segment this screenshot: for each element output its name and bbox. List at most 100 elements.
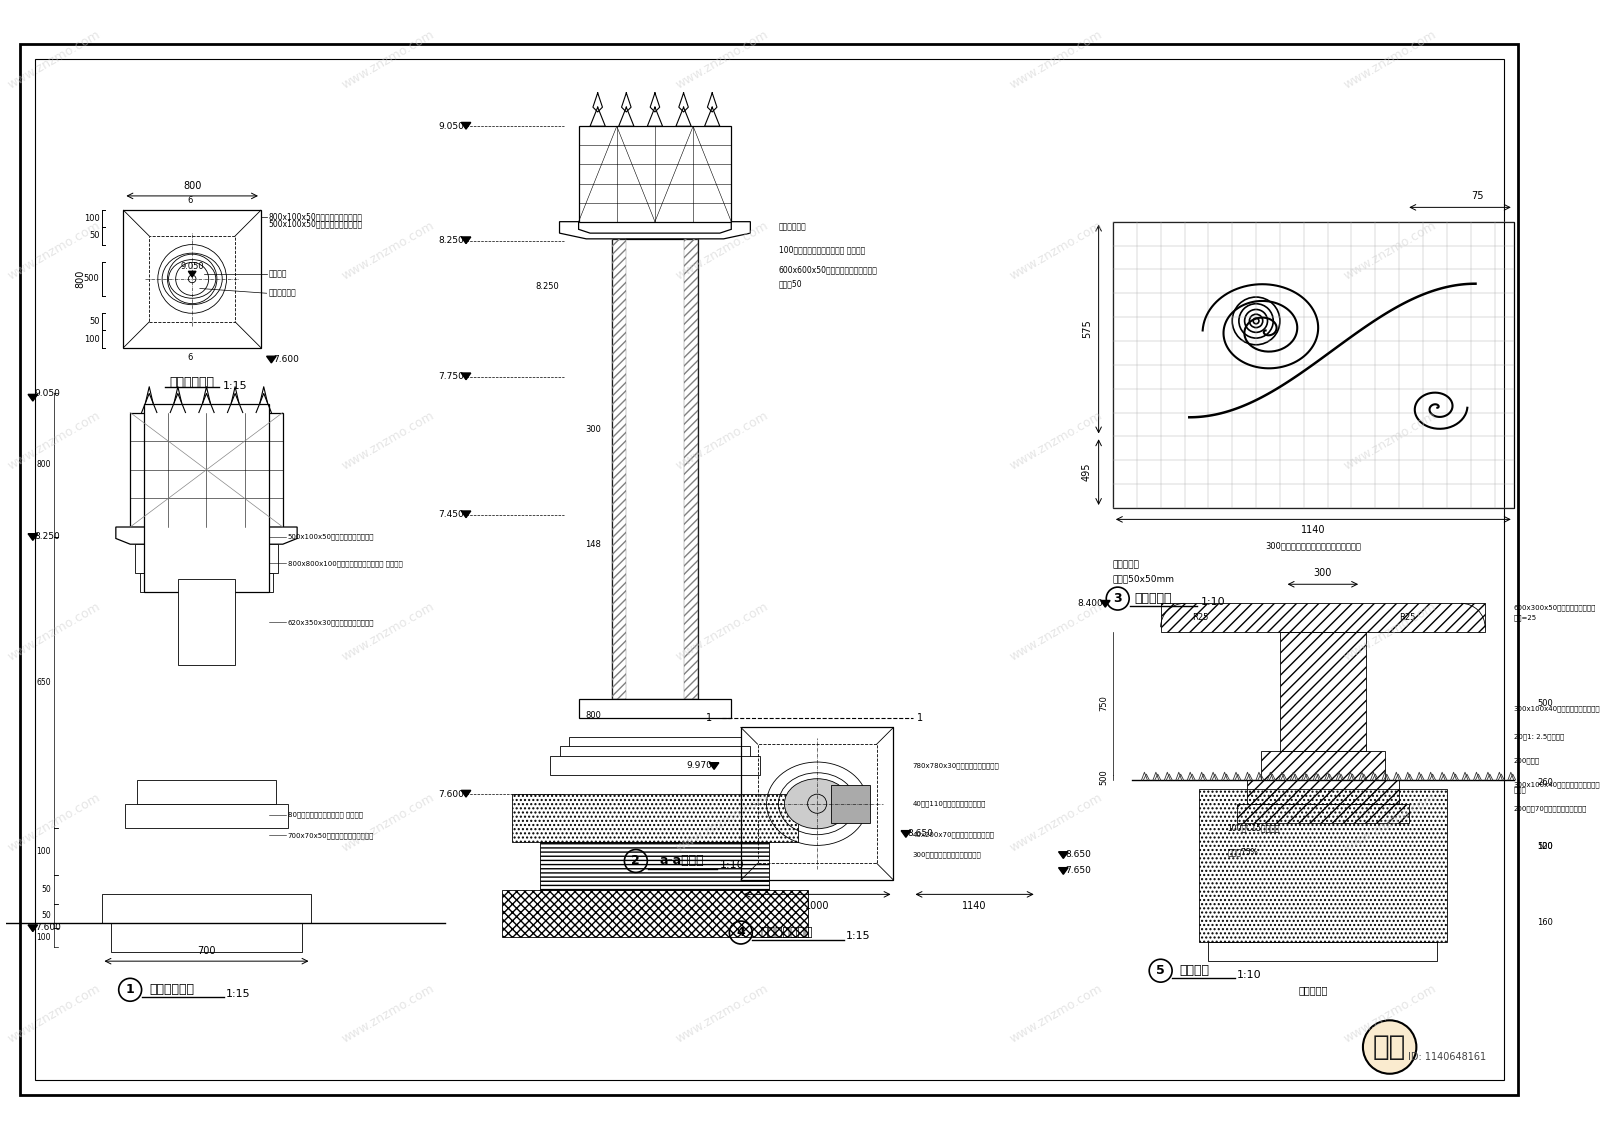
Text: www.znzmo.com: www.znzmo.com (339, 409, 437, 473)
Text: www.znzmo.com: www.znzmo.com (674, 218, 770, 282)
Bar (1237, 804, 1408, 823)
Text: 50: 50 (90, 232, 99, 241)
Text: 8.650: 8.650 (1066, 851, 1091, 860)
Text: R25: R25 (1192, 613, 1208, 622)
Polygon shape (29, 395, 37, 402)
Text: 1:10: 1:10 (1237, 969, 1262, 979)
Text: 300: 300 (586, 425, 602, 434)
Text: 灯具，购成品: 灯具，购成品 (779, 222, 806, 231)
Bar (579, 127, 731, 222)
Text: 50: 50 (90, 318, 99, 327)
Text: 260: 260 (1538, 778, 1554, 787)
Text: 8.250: 8.250 (536, 282, 560, 291)
Text: 2: 2 (632, 855, 640, 867)
Text: www.znzmo.com: www.znzmo.com (1006, 982, 1104, 1045)
Text: www.znzmo.com: www.znzmo.com (1341, 982, 1438, 1045)
Text: 300克，青锈石花岗岩石，基枝面: 300克，青锈石花岗岩石，基枝面 (912, 852, 981, 858)
Bar (134, 544, 278, 572)
Text: 800: 800 (37, 460, 51, 469)
Text: ID: 1140648161: ID: 1140648161 (1408, 1052, 1486, 1062)
Polygon shape (901, 830, 910, 837)
Bar (579, 699, 731, 718)
Text: www.znzmo.com: www.znzmo.com (674, 791, 770, 855)
Text: 100: 100 (83, 335, 99, 344)
Text: 500x100x50青锈石花岗岩，基枝面: 500x100x50青锈石花岗岩，基枝面 (288, 533, 374, 539)
Text: www.znzmo.com: www.znzmo.com (5, 27, 102, 92)
Text: 7.450: 7.450 (438, 510, 464, 519)
Polygon shape (461, 511, 470, 518)
Text: 8.400: 8.400 (1078, 598, 1104, 607)
Bar (1261, 751, 1386, 780)
Bar (139, 572, 274, 592)
Text: 650: 650 (37, 677, 51, 687)
Bar (683, 239, 698, 699)
Bar (178, 579, 235, 665)
Bar (138, 780, 277, 804)
Polygon shape (29, 925, 37, 932)
Text: 500: 500 (83, 275, 99, 284)
Text: 3: 3 (1114, 592, 1122, 605)
Text: www.znzmo.com: www.znzmo.com (339, 218, 437, 282)
Text: 620x350x30青锈石花岗岩，基枝面: 620x350x30青锈石花岗岩，基枝面 (288, 619, 374, 625)
Text: 网格：50x50mm: 网格：50x50mm (1114, 575, 1174, 584)
Polygon shape (29, 534, 37, 541)
Text: 300x100x40青锈石花岗岩，自然面: 300x100x40青锈石花岗岩，自然面 (1514, 705, 1600, 711)
Text: 500: 500 (1538, 843, 1554, 852)
Text: 1:15: 1:15 (222, 381, 248, 391)
Text: 9.970: 9.970 (686, 761, 712, 770)
Text: 100厚青锈石花岗岩，基枝面 按形定制: 100厚青锈石花岗岩，基枝面 按形定制 (779, 245, 866, 254)
Text: 景草花: 景草花 (1514, 786, 1526, 793)
Text: 200厚砖砌: 200厚砖砌 (1514, 758, 1539, 765)
Bar (613, 239, 698, 699)
Text: 148: 148 (586, 539, 602, 549)
Text: 灯具，购成品: 灯具，购成品 (269, 288, 296, 297)
Text: 800x100x50青锈石花岗岩，基枝面: 800x100x50青锈石花岗岩，基枝面 (269, 213, 363, 222)
Text: 20厚1: 2.5水泥砂浆: 20厚1: 2.5水泥砂浆 (1514, 734, 1563, 740)
Bar (101, 895, 312, 923)
Bar (149, 236, 235, 322)
Text: 1:10: 1:10 (720, 860, 744, 870)
Text: 土夯实75%: 土夯实75% (1227, 847, 1258, 856)
Text: 6: 6 (187, 196, 194, 205)
Polygon shape (1059, 867, 1069, 874)
Text: 300克，青锈石花岗岩浮雕板石，基枝面: 300克，青锈石花岗岩浮雕板石，基枝面 (1266, 542, 1362, 551)
Bar (613, 239, 626, 699)
Text: www.znzmo.com: www.znzmo.com (1006, 601, 1104, 664)
Bar (502, 890, 808, 938)
Text: www.znzmo.com: www.znzmo.com (1006, 791, 1104, 855)
Text: 1: 1 (706, 713, 712, 723)
Text: 700x70x50厚青锈石花岗岩，基枝面: 700x70x50厚青锈石花岗岩，基枝面 (288, 832, 374, 838)
Text: 1:15: 1:15 (226, 988, 250, 999)
Bar (550, 756, 760, 775)
Text: 500x100x50青锈石花岗岩，基枝面: 500x100x50青锈石花岗岩，基枝面 (269, 219, 363, 228)
Text: 石材放线图: 石材放线图 (1134, 592, 1171, 605)
Polygon shape (461, 238, 470, 243)
Text: www.znzmo.com: www.znzmo.com (674, 409, 770, 473)
Text: R25: R25 (1398, 613, 1416, 622)
Polygon shape (709, 762, 718, 769)
Text: 9.050: 9.050 (438, 122, 464, 131)
Bar (570, 737, 741, 766)
Text: 50: 50 (42, 886, 51, 895)
Text: 5: 5 (1157, 965, 1165, 977)
Bar (130, 413, 283, 527)
Bar (110, 923, 302, 951)
Text: www.znzmo.com: www.znzmo.com (1006, 27, 1104, 92)
Text: 40x200x70青锈石花岗岩，基枝面: 40x200x70青锈石花岗岩，基枝面 (912, 831, 995, 838)
Text: www.znzmo.com: www.znzmo.com (5, 982, 102, 1045)
Bar (144, 404, 269, 592)
Text: www.znzmo.com: www.znzmo.com (5, 791, 102, 855)
Bar (125, 804, 288, 828)
Text: 7.750: 7.750 (438, 372, 464, 381)
Text: www.znzmo.com: www.znzmo.com (5, 409, 102, 473)
Text: www.znzmo.com: www.znzmo.com (1341, 218, 1438, 282)
Text: www.znzmo.com: www.znzmo.com (1341, 791, 1438, 855)
Bar (123, 210, 261, 347)
Text: 1140: 1140 (1301, 525, 1325, 535)
Text: 1: 1 (126, 983, 134, 996)
Bar (541, 841, 770, 890)
Text: 600x600x50厚青锈石花岗岩，基枝面: 600x600x50厚青锈石花岗岩，基枝面 (779, 265, 878, 274)
Text: 8.250: 8.250 (438, 236, 464, 245)
Text: 面磨=25: 面磨=25 (1514, 614, 1538, 621)
Text: 景观灯柱平面图: 景观灯柱平面图 (760, 926, 813, 939)
